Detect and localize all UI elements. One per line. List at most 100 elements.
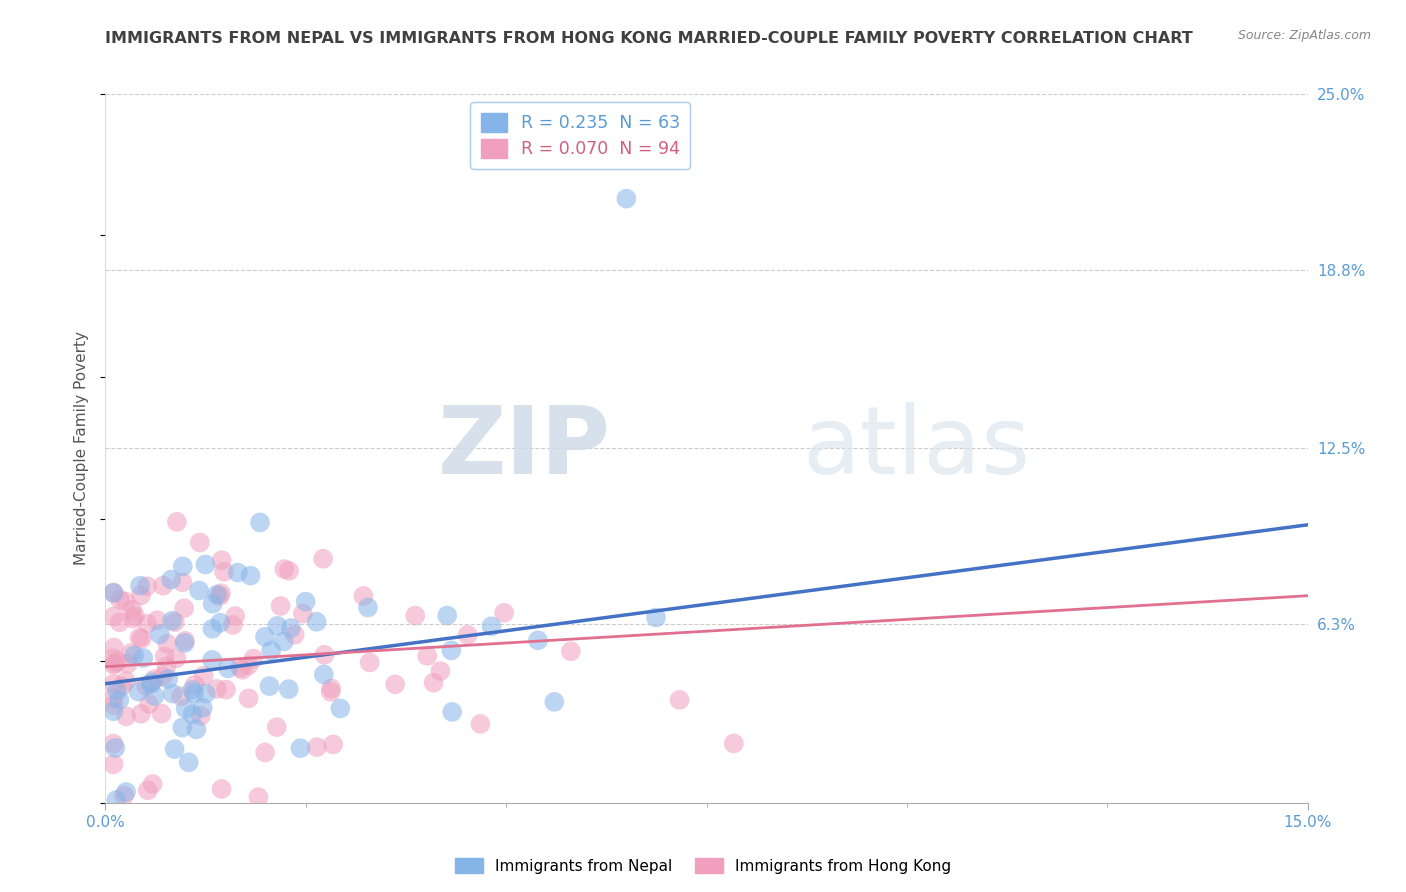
Point — [319, 685, 342, 699]
Point — [205, 681, 228, 696]
Point — [139, 677, 162, 691]
Point — [357, 600, 380, 615]
Point — [143, 689, 166, 703]
Point — [201, 622, 224, 636]
Point — [543, 695, 565, 709]
Point — [194, 558, 217, 572]
Point — [217, 661, 239, 675]
Point — [723, 736, 745, 750]
Point — [172, 575, 194, 590]
Point — [321, 681, 343, 696]
Point — [201, 653, 224, 667]
Point — [132, 651, 155, 665]
Point — [157, 672, 180, 686]
Legend: R = 0.235  N = 63, R = 0.070  N = 94: R = 0.235 N = 63, R = 0.070 N = 94 — [471, 103, 690, 169]
Point — [314, 648, 336, 662]
Point — [142, 777, 165, 791]
Point — [160, 614, 183, 628]
Point — [174, 633, 197, 648]
Point — [247, 790, 270, 805]
Point — [266, 720, 288, 734]
Point — [152, 579, 174, 593]
Point — [103, 657, 125, 672]
Point — [108, 615, 131, 630]
Point — [211, 553, 233, 567]
Point — [404, 608, 426, 623]
Point — [229, 660, 252, 674]
Point — [152, 669, 174, 683]
Point — [103, 704, 125, 718]
Point — [174, 702, 197, 716]
Point — [284, 628, 307, 642]
Point — [211, 782, 233, 797]
Point — [146, 613, 169, 627]
Point — [384, 677, 406, 691]
Point — [112, 789, 135, 803]
Point — [259, 679, 281, 693]
Point — [131, 632, 153, 646]
Point — [117, 657, 139, 671]
Point — [242, 651, 264, 665]
Point — [305, 740, 328, 755]
Point — [294, 594, 316, 608]
Point — [254, 746, 277, 760]
Text: ZIP: ZIP — [437, 402, 610, 494]
Point — [103, 651, 125, 665]
Point — [170, 690, 193, 704]
Point — [266, 619, 288, 633]
Point — [149, 627, 172, 641]
Point — [122, 648, 145, 663]
Point — [120, 646, 142, 660]
Point — [253, 630, 276, 644]
Point — [135, 579, 157, 593]
Point — [184, 678, 207, 692]
Point — [124, 609, 146, 624]
Point — [136, 783, 159, 797]
Point — [359, 656, 381, 670]
Point — [270, 599, 292, 613]
Point — [128, 684, 150, 698]
Point — [135, 679, 157, 693]
Point — [162, 687, 184, 701]
Point — [436, 608, 458, 623]
Point — [156, 636, 179, 650]
Point — [103, 691, 125, 706]
Point — [181, 707, 204, 722]
Point — [238, 691, 260, 706]
Point — [173, 601, 195, 615]
Point — [481, 619, 503, 633]
Point — [238, 658, 260, 673]
Point — [153, 649, 176, 664]
Point — [103, 677, 125, 691]
Point — [138, 697, 160, 711]
Point — [103, 757, 125, 772]
Point — [114, 674, 136, 689]
Point — [224, 609, 246, 624]
Point — [273, 562, 295, 576]
Point — [122, 611, 145, 625]
Point — [143, 672, 166, 686]
Point — [103, 640, 125, 655]
Point — [291, 607, 314, 621]
Point — [249, 516, 271, 530]
Point — [163, 742, 186, 756]
Text: Source: ZipAtlas.com: Source: ZipAtlas.com — [1237, 29, 1371, 42]
Point — [188, 535, 211, 549]
Point — [429, 664, 451, 678]
Point — [312, 667, 335, 681]
Text: atlas: atlas — [803, 402, 1031, 494]
Point — [108, 693, 131, 707]
Point — [190, 709, 212, 723]
Point — [208, 589, 231, 603]
Point — [194, 687, 217, 701]
Point — [107, 655, 129, 669]
Point — [222, 618, 245, 632]
Point — [136, 616, 159, 631]
Point — [527, 633, 550, 648]
Point — [457, 628, 479, 642]
Point — [312, 551, 335, 566]
Text: IMMIGRANTS FROM NEPAL VS IMMIGRANTS FROM HONG KONG MARRIED-COUPLE FAMILY POVERTY: IMMIGRANTS FROM NEPAL VS IMMIGRANTS FROM… — [105, 31, 1194, 46]
Point — [129, 589, 152, 603]
Point — [128, 631, 150, 645]
Point — [290, 741, 312, 756]
